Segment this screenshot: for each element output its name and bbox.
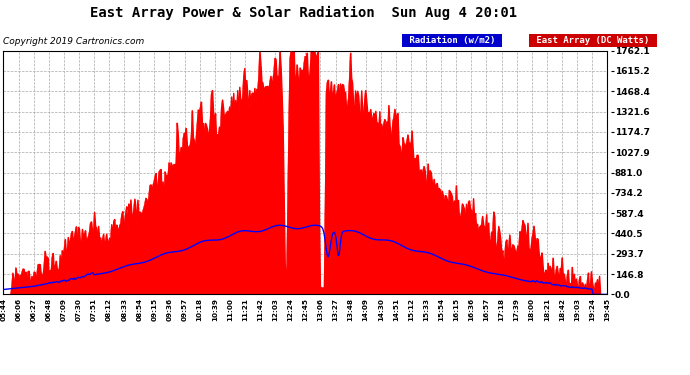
Text: 19:45: 19:45 (604, 298, 610, 321)
Text: 14:51: 14:51 (393, 298, 399, 321)
Text: 06:06: 06:06 (16, 298, 21, 321)
Text: East Array Power & Solar Radiation  Sun Aug 4 20:01: East Array Power & Solar Radiation Sun A… (90, 6, 518, 20)
Text: 10:18: 10:18 (197, 298, 203, 321)
Text: 18:42: 18:42 (559, 298, 565, 321)
Text: 16:15: 16:15 (453, 298, 460, 321)
Text: 13:06: 13:06 (317, 298, 324, 321)
Text: 18:21: 18:21 (544, 298, 550, 321)
Text: 07:51: 07:51 (91, 298, 97, 321)
Text: 15:54: 15:54 (438, 298, 444, 321)
Text: 15:12: 15:12 (408, 298, 414, 321)
Text: 16:36: 16:36 (469, 298, 474, 321)
Text: 17:39: 17:39 (513, 298, 520, 321)
Text: 19:03: 19:03 (574, 298, 580, 321)
Text: 11:21: 11:21 (242, 298, 248, 321)
Text: 08:12: 08:12 (106, 298, 112, 321)
Text: 08:33: 08:33 (121, 298, 127, 321)
Text: 14:09: 14:09 (363, 298, 368, 321)
Text: Radiation (w/m2): Radiation (w/m2) (404, 36, 500, 45)
Text: 11:42: 11:42 (257, 298, 263, 321)
Text: 07:09: 07:09 (61, 298, 67, 321)
Text: 06:48: 06:48 (46, 298, 52, 321)
Text: 12:03: 12:03 (272, 298, 278, 321)
Text: Copyright 2019 Cartronics.com: Copyright 2019 Cartronics.com (3, 38, 145, 46)
Text: 17:18: 17:18 (499, 298, 504, 321)
Text: 13:27: 13:27 (333, 298, 339, 321)
Text: 13:48: 13:48 (348, 298, 353, 321)
Text: 05:44: 05:44 (1, 298, 6, 321)
Text: 09:57: 09:57 (181, 298, 188, 321)
Text: 09:36: 09:36 (166, 298, 172, 321)
Text: 16:57: 16:57 (484, 298, 489, 321)
Text: 12:45: 12:45 (302, 298, 308, 321)
Text: East Array (DC Watts): East Array (DC Watts) (531, 36, 655, 45)
Text: 06:27: 06:27 (30, 298, 37, 321)
Text: 18:00: 18:00 (529, 298, 535, 321)
Text: 09:15: 09:15 (151, 298, 157, 321)
Text: 07:30: 07:30 (76, 298, 82, 321)
Text: 19:24: 19:24 (589, 298, 595, 321)
Text: 11:00: 11:00 (227, 298, 233, 321)
Text: 12:24: 12:24 (287, 298, 293, 321)
Text: 15:33: 15:33 (423, 298, 429, 321)
Text: 08:54: 08:54 (137, 298, 142, 321)
Text: 14:30: 14:30 (378, 298, 384, 321)
Text: 10:39: 10:39 (212, 298, 218, 321)
